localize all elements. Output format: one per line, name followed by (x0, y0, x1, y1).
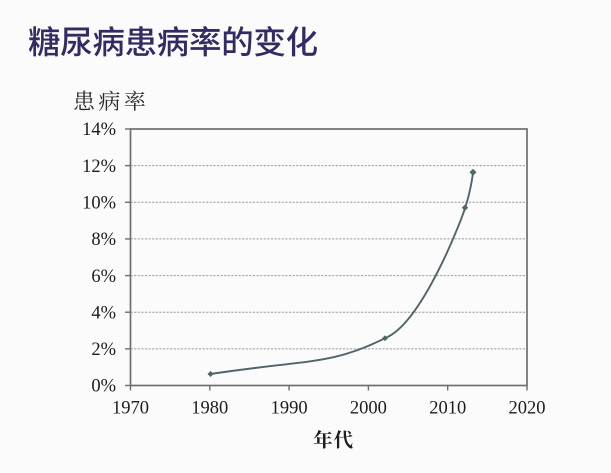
svg-text:1980: 1980 (191, 399, 228, 419)
svg-text:1970: 1970 (112, 399, 149, 419)
svg-text:14%: 14% (82, 120, 116, 140)
svg-text:6%: 6% (91, 267, 116, 287)
svg-text:10%: 10% (82, 193, 116, 213)
svg-text:2020: 2020 (509, 399, 546, 419)
svg-text:12%: 12% (82, 157, 116, 177)
svg-text:2000: 2000 (350, 399, 387, 419)
svg-text:2%: 2% (91, 340, 116, 360)
svg-text:2010: 2010 (429, 399, 466, 419)
svg-text:8%: 8% (91, 230, 116, 250)
svg-text:4%: 4% (91, 303, 116, 323)
svg-text:0%: 0% (91, 377, 116, 397)
svg-text:1990: 1990 (271, 399, 308, 419)
